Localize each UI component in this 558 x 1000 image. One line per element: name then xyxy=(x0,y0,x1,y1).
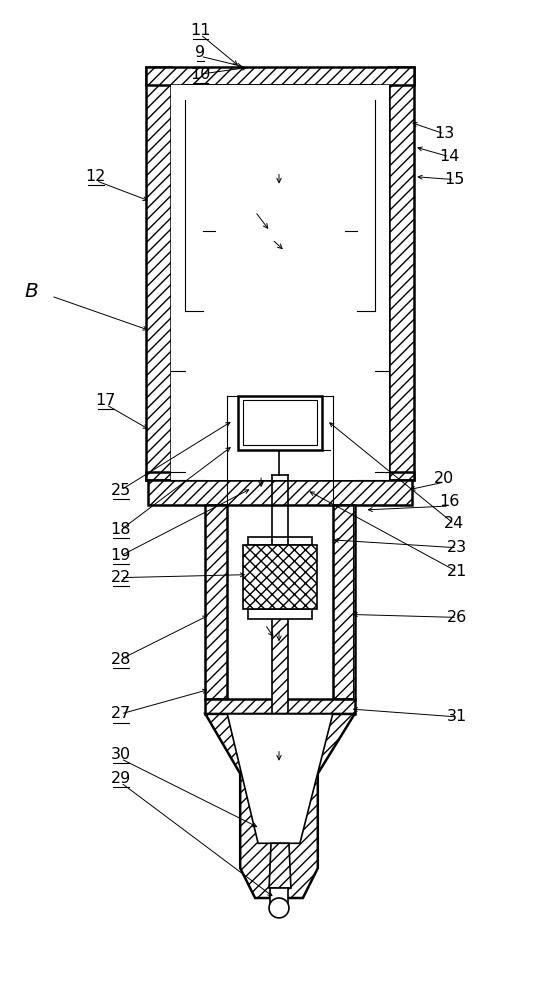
Polygon shape xyxy=(205,699,355,714)
Polygon shape xyxy=(389,67,415,480)
Polygon shape xyxy=(171,85,389,480)
Text: 12: 12 xyxy=(86,169,106,184)
Text: 28: 28 xyxy=(110,652,131,667)
Polygon shape xyxy=(333,505,355,699)
Polygon shape xyxy=(230,233,330,271)
Polygon shape xyxy=(185,85,203,311)
Polygon shape xyxy=(272,609,288,714)
Polygon shape xyxy=(146,67,171,480)
Text: 24: 24 xyxy=(444,516,464,531)
Polygon shape xyxy=(238,396,322,450)
Polygon shape xyxy=(270,888,288,903)
Polygon shape xyxy=(248,609,312,619)
Text: 25: 25 xyxy=(110,483,131,498)
Polygon shape xyxy=(255,286,305,361)
Polygon shape xyxy=(203,271,357,286)
Text: 17: 17 xyxy=(95,393,116,408)
Polygon shape xyxy=(227,714,333,843)
Polygon shape xyxy=(248,537,312,545)
Polygon shape xyxy=(185,85,374,100)
Polygon shape xyxy=(146,67,415,85)
Text: 19: 19 xyxy=(110,548,131,563)
Text: 11: 11 xyxy=(190,23,210,38)
Polygon shape xyxy=(205,714,355,898)
Text: 22: 22 xyxy=(110,570,131,585)
Text: 21: 21 xyxy=(447,564,467,579)
Text: 23: 23 xyxy=(447,540,467,555)
Text: 20: 20 xyxy=(434,471,454,486)
Text: 30: 30 xyxy=(110,747,131,762)
Polygon shape xyxy=(240,369,320,379)
Polygon shape xyxy=(357,85,374,311)
Polygon shape xyxy=(269,843,291,888)
Text: B: B xyxy=(25,282,38,301)
Text: 29: 29 xyxy=(110,771,131,786)
Polygon shape xyxy=(248,361,312,381)
Text: 15: 15 xyxy=(444,172,464,187)
Text: 13: 13 xyxy=(434,126,454,141)
Text: 27: 27 xyxy=(110,706,131,721)
Text: 18: 18 xyxy=(110,522,131,537)
Polygon shape xyxy=(203,100,357,231)
Text: 9: 9 xyxy=(195,45,205,60)
Polygon shape xyxy=(148,480,412,505)
Text: 16: 16 xyxy=(439,494,459,509)
Text: 26: 26 xyxy=(447,610,467,625)
Polygon shape xyxy=(146,472,171,480)
Polygon shape xyxy=(185,291,374,311)
Circle shape xyxy=(269,898,289,918)
Text: 14: 14 xyxy=(439,149,459,164)
Text: 10: 10 xyxy=(190,67,210,82)
Polygon shape xyxy=(389,472,415,480)
Polygon shape xyxy=(243,545,317,609)
Polygon shape xyxy=(205,505,227,699)
Text: 31: 31 xyxy=(447,709,467,724)
